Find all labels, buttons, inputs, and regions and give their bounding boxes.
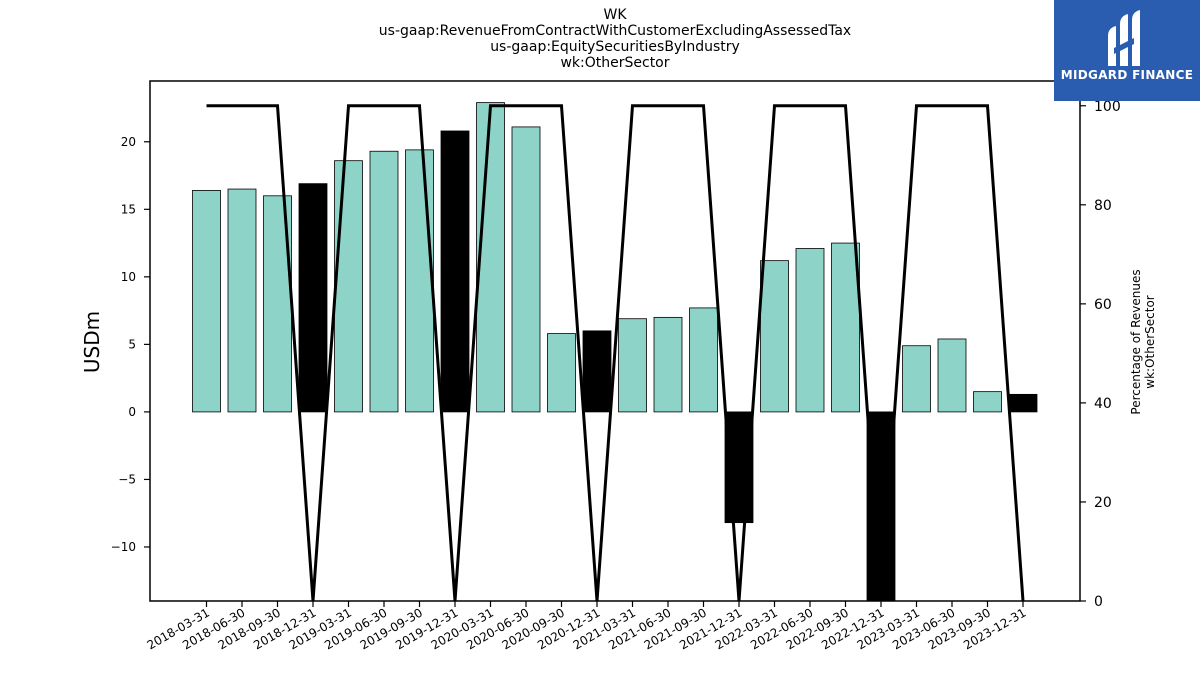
bar-2022-06-30 <box>795 248 825 413</box>
bar-2022-09-30 <box>831 242 860 413</box>
bar-2021-06-30 <box>653 316 683 413</box>
chart-title-line-1: WK <box>603 7 627 23</box>
bar-2018-03-31 <box>192 190 221 413</box>
y-tick-label-10: 10 <box>121 270 136 284</box>
bar-2020-06-30 <box>511 126 541 413</box>
y2-tick-label-0: 0 <box>1094 594 1103 610</box>
y2-tick-label-80: 80 <box>1094 198 1112 214</box>
percentage-line <box>206 104 1025 601</box>
bar-2022-12-31 <box>866 411 896 601</box>
bar-2023-09-30 <box>973 391 1002 413</box>
bar-2018-12-31 <box>298 183 328 413</box>
chart-title-line-4: wk:OtherSector <box>560 55 670 71</box>
logo-text: MIDGARD FINANCE <box>1060 68 1194 82</box>
bar-2021-03-31 <box>618 318 647 413</box>
y-tick-label-20: 20 <box>121 135 136 149</box>
bar-2020-12-31 <box>582 330 612 413</box>
bar-2018-06-30 <box>227 188 257 413</box>
bar-2023-03-31 <box>902 345 931 413</box>
y2-tick-label-20: 20 <box>1094 495 1112 511</box>
chart-title-line-2: us-gaap:RevenueFromContractWithCustomerE… <box>378 23 852 39</box>
y2-tick-label-100: 100 <box>1094 99 1121 115</box>
bar-2019-06-30 <box>369 150 399 413</box>
chart-title-line-3: us-gaap:EquitySecuritiesByIndustry <box>490 39 740 55</box>
bar-2023-12-31 <box>1008 393 1038 413</box>
midgard-finance-logo: MIDGARD FINANCE <box>1054 0 1200 101</box>
y-tick-label--5: −5 <box>118 472 136 486</box>
y-tick-label--10: −10 <box>111 540 136 554</box>
bar-2019-12-31 <box>440 130 470 413</box>
midgard-logo-icon <box>1108 10 1140 66</box>
y-tick-label-5: 5 <box>128 337 136 351</box>
y2-tick-label-40: 40 <box>1094 396 1112 412</box>
bar-2019-03-31 <box>334 160 363 413</box>
plot-frame <box>149 80 1081 602</box>
y-tick-label-0: 0 <box>128 405 136 419</box>
y2-tick-label-60: 60 <box>1094 297 1112 313</box>
bar-2020-09-30 <box>547 333 576 413</box>
y-tick-label-15: 15 <box>121 202 136 216</box>
bar-2023-06-30 <box>937 338 967 413</box>
bar-2021-09-30 <box>689 307 718 413</box>
bar-2019-09-30 <box>405 149 434 413</box>
bar-2022-03-31 <box>760 260 789 413</box>
bar-2020-03-31 <box>476 102 505 413</box>
